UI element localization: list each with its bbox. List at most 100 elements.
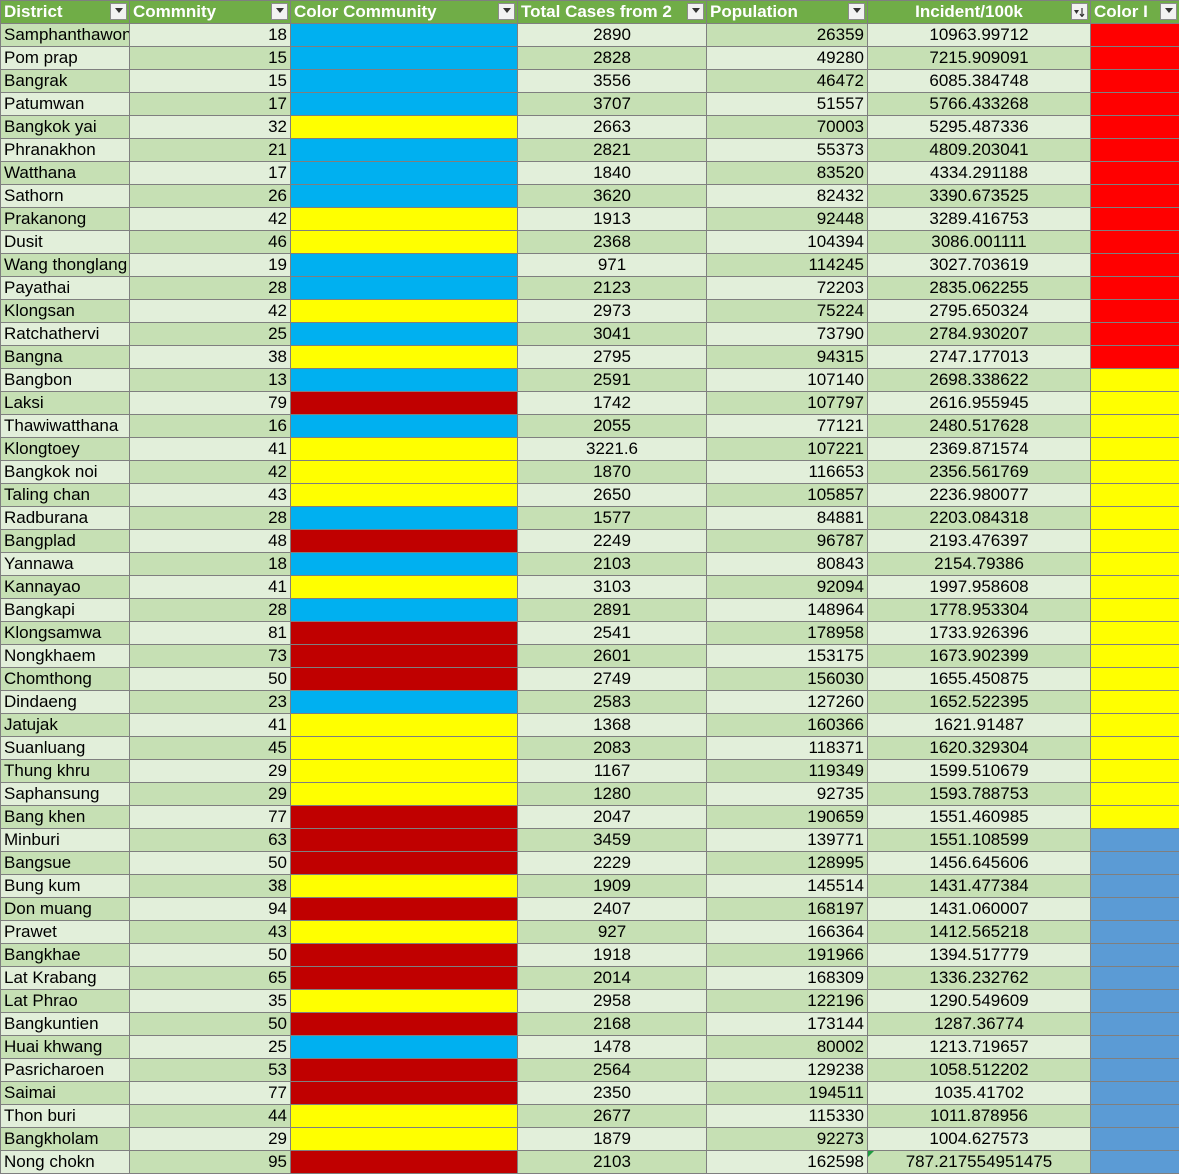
filter-dropdown-icon[interactable] [687,3,704,20]
cell-incident[interactable]: 10963.99712 [867,23,1091,47]
cell-color-community[interactable] [290,368,518,392]
cell-district[interactable]: Phranakhon [0,138,130,162]
cell-incident[interactable]: 1593.788753 [867,782,1091,806]
cell-total-cases[interactable]: 2583 [517,690,707,714]
cell-incident[interactable]: 5766.433268 [867,92,1091,116]
cell-population[interactable]: 107140 [706,368,868,392]
cell-community[interactable]: 15 [129,46,291,70]
cell-color-community[interactable] [290,230,518,254]
cell-color-incident[interactable] [1090,46,1179,70]
cell-district[interactable]: Jatujak [0,713,130,737]
cell-district[interactable]: Samphanthawong [0,23,130,47]
cell-color-incident[interactable] [1090,345,1179,369]
cell-total-cases[interactable]: 2103 [517,552,707,576]
cell-population[interactable]: 191966 [706,943,868,967]
cell-community[interactable]: 50 [129,943,291,967]
cell-color-community[interactable] [290,161,518,185]
cell-district[interactable]: Watthana [0,161,130,185]
cell-total-cases[interactable]: 2821 [517,138,707,162]
cell-incident[interactable]: 1551.108599 [867,828,1091,852]
cell-total-cases[interactable]: 1742 [517,391,707,415]
cell-color-community[interactable] [290,805,518,829]
cell-color-community[interactable] [290,1081,518,1105]
cell-population[interactable]: 80843 [706,552,868,576]
cell-total-cases[interactable]: 2541 [517,621,707,645]
cell-color-community[interactable] [290,1104,518,1128]
cell-incident[interactable]: 1599.510679 [867,759,1091,783]
cell-color-community[interactable] [290,1058,518,1082]
cell-community[interactable]: 38 [129,345,291,369]
cell-color-community[interactable] [290,276,518,300]
cell-incident[interactable]: 2356.561769 [867,460,1091,484]
cell-population[interactable]: 173144 [706,1012,868,1036]
cell-community[interactable]: 42 [129,460,291,484]
cell-color-community[interactable] [290,828,518,852]
cell-incident[interactable]: 2193.476397 [867,529,1091,553]
cell-population[interactable]: 75224 [706,299,868,323]
cell-incident[interactable]: 2795.650324 [867,299,1091,323]
cell-total-cases[interactable]: 2890 [517,23,707,47]
cell-population[interactable]: 104394 [706,230,868,254]
cell-incident[interactable]: 2480.517628 [867,414,1091,438]
cell-color-incident[interactable] [1090,552,1179,576]
cell-color-community[interactable] [290,644,518,668]
cell-color-incident[interactable] [1090,1127,1179,1151]
cell-color-incident[interactable] [1090,621,1179,645]
cell-community[interactable]: 50 [129,667,291,691]
cell-population[interactable]: 107221 [706,437,868,461]
cell-total-cases[interactable]: 2407 [517,897,707,921]
header-population[interactable]: Population [706,0,868,24]
cell-community[interactable]: 42 [129,299,291,323]
cell-community[interactable]: 25 [129,322,291,346]
cell-community[interactable]: 17 [129,92,291,116]
cell-community[interactable]: 77 [129,1081,291,1105]
cell-color-incident[interactable] [1090,644,1179,668]
cell-total-cases[interactable]: 2958 [517,989,707,1013]
cell-total-cases[interactable]: 2168 [517,1012,707,1036]
cell-district[interactable]: Bangkok noi [0,460,130,484]
cell-population[interactable]: 80002 [706,1035,868,1059]
cell-community[interactable]: 42 [129,207,291,231]
cell-incident[interactable]: 2747.177013 [867,345,1091,369]
cell-district[interactable]: Thawiwatthana [0,414,130,438]
cell-community[interactable]: 35 [129,989,291,1013]
cell-incident[interactable]: 3027.703619 [867,253,1091,277]
cell-color-community[interactable] [290,483,518,507]
cell-total-cases[interactable]: 927 [517,920,707,944]
cell-color-incident[interactable] [1090,483,1179,507]
cell-total-cases[interactable]: 2249 [517,529,707,553]
header-total-cases[interactable]: Total Cases from 2 [517,0,707,24]
cell-community[interactable]: 21 [129,138,291,162]
cell-community[interactable]: 77 [129,805,291,829]
cell-color-incident[interactable] [1090,874,1179,898]
cell-incident[interactable]: 1652.522395 [867,690,1091,714]
cell-incident[interactable]: 1011.878956 [867,1104,1091,1128]
cell-color-community[interactable] [290,299,518,323]
cell-incident[interactable]: 2616.955945 [867,391,1091,415]
cell-population[interactable]: 70003 [706,115,868,139]
cell-community[interactable]: 73 [129,644,291,668]
cell-population[interactable]: 129238 [706,1058,868,1082]
cell-community[interactable]: 41 [129,575,291,599]
cell-color-incident[interactable] [1090,667,1179,691]
cell-incident[interactable]: 1778.953304 [867,598,1091,622]
cell-community[interactable]: 26 [129,184,291,208]
cell-color-incident[interactable] [1090,943,1179,967]
cell-district[interactable]: Bangkok yai [0,115,130,139]
cell-district[interactable]: Saphansung [0,782,130,806]
cell-population[interactable]: 139771 [706,828,868,852]
cell-district[interactable]: Bangsue [0,851,130,875]
cell-incident[interactable]: 2154.79386 [867,552,1091,576]
cell-color-incident[interactable] [1090,713,1179,737]
cell-total-cases[interactable]: 3556 [517,69,707,93]
cell-total-cases[interactable]: 2749 [517,667,707,691]
cell-incident[interactable]: 4334.291188 [867,161,1091,185]
cell-population[interactable]: 178958 [706,621,868,645]
cell-district[interactable]: Klongsan [0,299,130,323]
cell-color-incident[interactable] [1090,989,1179,1013]
cell-population[interactable]: 84881 [706,506,868,530]
cell-district[interactable]: Prawet [0,920,130,944]
cell-district[interactable]: Bangbon [0,368,130,392]
cell-color-incident[interactable] [1090,23,1179,47]
cell-population[interactable]: 26359 [706,23,868,47]
